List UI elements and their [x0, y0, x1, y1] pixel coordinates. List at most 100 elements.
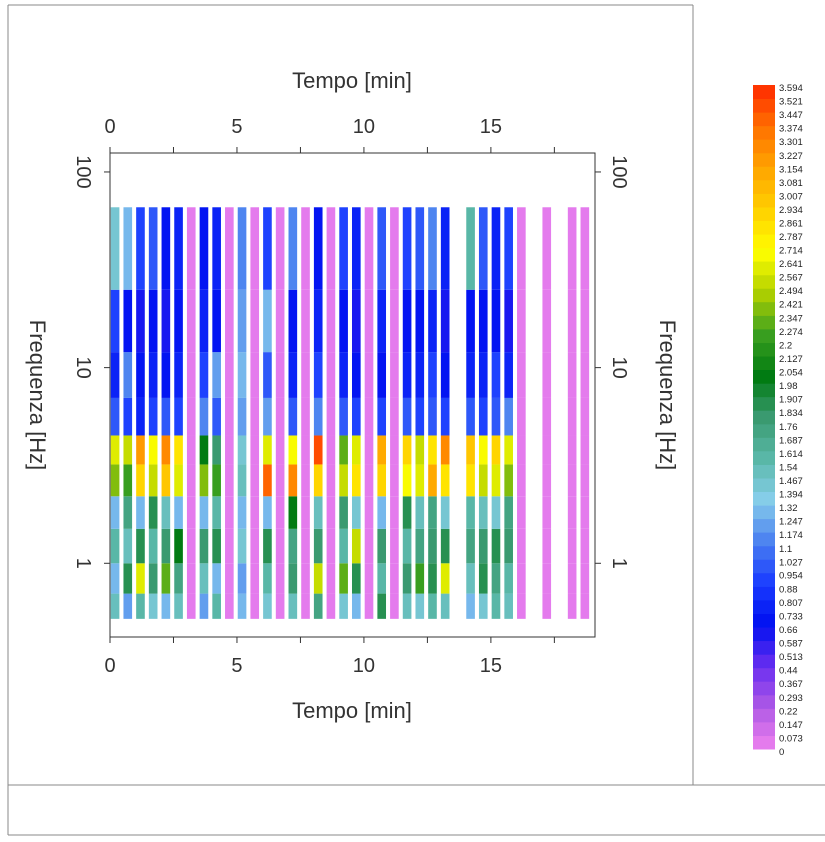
heat-cell [212, 397, 221, 436]
heat-cell [491, 289, 501, 353]
heat-cell [466, 464, 475, 497]
heat-cell [390, 496, 399, 529]
colorbar-label: 3.374 [779, 124, 803, 135]
colorbar-band [753, 166, 775, 181]
heat-cell [364, 352, 374, 398]
heat-cell [466, 563, 475, 594]
heat-cell [212, 593, 221, 619]
heat-cell [402, 593, 412, 619]
colorbar-band [753, 654, 775, 669]
heat-cell [237, 496, 247, 529]
heat-cell [504, 528, 513, 564]
heat-cell [212, 563, 221, 594]
heat-cell [440, 496, 450, 529]
heat-cell [148, 289, 158, 353]
heat-cell [263, 593, 272, 619]
heat-cell [326, 207, 336, 290]
colorbar-label: 2.567 [779, 273, 803, 284]
heat-cell [263, 397, 272, 436]
colorbar-label: 3.301 [779, 137, 803, 148]
colorbar-label: 3.594 [779, 83, 803, 94]
heat-cell [250, 435, 260, 465]
heat-cell [275, 464, 285, 497]
heat-cell [580, 352, 590, 398]
heat-cell [567, 352, 577, 398]
colorbar-band [753, 396, 775, 411]
heat-cell [491, 593, 501, 619]
colorbar-band [753, 152, 775, 167]
heat-cell [250, 563, 260, 594]
heat-cell [161, 593, 171, 619]
heat-cell [339, 496, 348, 529]
colorbar-label: 1.98 [779, 381, 798, 392]
colorbar-band [753, 315, 775, 330]
colorbar-label: 2.127 [779, 354, 803, 365]
heat-cell [504, 397, 513, 436]
heat-cell [377, 435, 387, 465]
colorbar-band [753, 532, 775, 547]
heat-cell [110, 563, 120, 594]
y-axis-title-right: Frequenza [Hz] [655, 320, 680, 470]
heat-cell [174, 496, 183, 529]
heat-cell [123, 397, 133, 436]
colorbar-label: 0.293 [779, 693, 803, 704]
heat-cell [250, 593, 260, 619]
colorbar-label: 3.447 [779, 110, 803, 121]
heat-cell [123, 289, 133, 353]
heat-cell [351, 397, 361, 436]
heat-cell [504, 593, 513, 619]
heat-cell [402, 435, 412, 465]
colorbar-label: 0.513 [779, 652, 803, 663]
colorbar-label: 1.467 [779, 476, 803, 487]
heat-cell [313, 593, 323, 619]
colorbar-band [753, 193, 775, 208]
heat-cell [466, 352, 475, 398]
heat-cell [428, 496, 437, 529]
colorbar-label: 1.687 [779, 435, 803, 446]
heat-cell [339, 435, 348, 465]
heat-cell [136, 563, 145, 594]
heat-cell [225, 435, 234, 465]
heat-cell [504, 496, 513, 529]
heat-cell [415, 207, 425, 290]
x-tick-label: 10 [353, 655, 375, 677]
colorbar-band [753, 423, 775, 438]
heat-cell [275, 528, 285, 564]
heat-cell [364, 289, 374, 353]
heat-cell [428, 528, 437, 564]
heat-cell [161, 207, 171, 290]
heat-cell [542, 593, 552, 619]
heat-cell [161, 563, 171, 594]
heat-cell [123, 464, 133, 497]
heat-cell [275, 496, 285, 529]
colorbar-label: 3.081 [779, 178, 803, 189]
heat-cell [313, 496, 323, 529]
heat-cell [415, 563, 425, 594]
heat-cell [504, 289, 513, 353]
heat-cell [517, 397, 526, 436]
heat-cell [136, 207, 145, 290]
heat-cell [517, 352, 526, 398]
heat-cell [301, 435, 310, 465]
heat-cell [313, 352, 323, 398]
x-tick-label-top: 5 [231, 116, 242, 138]
heat-cell [428, 435, 437, 465]
heat-cell [301, 528, 310, 564]
heat-cell [491, 496, 501, 529]
heat-cell [212, 496, 221, 529]
heat-cell [288, 528, 298, 564]
colorbar-band [753, 112, 775, 127]
colorbar-band [753, 342, 775, 357]
heat-cell [148, 435, 158, 465]
heat-cell [440, 352, 450, 398]
heat-cell [288, 593, 298, 619]
heat-cell [263, 289, 272, 353]
heat-cell [339, 464, 348, 497]
heat-cell [390, 464, 399, 497]
heat-cell [491, 435, 501, 465]
heat-cell [288, 496, 298, 529]
heat-cell [466, 593, 475, 619]
heat-cell [275, 435, 285, 465]
heat-cell [199, 289, 209, 353]
colorbar-label: 2.421 [779, 300, 803, 311]
